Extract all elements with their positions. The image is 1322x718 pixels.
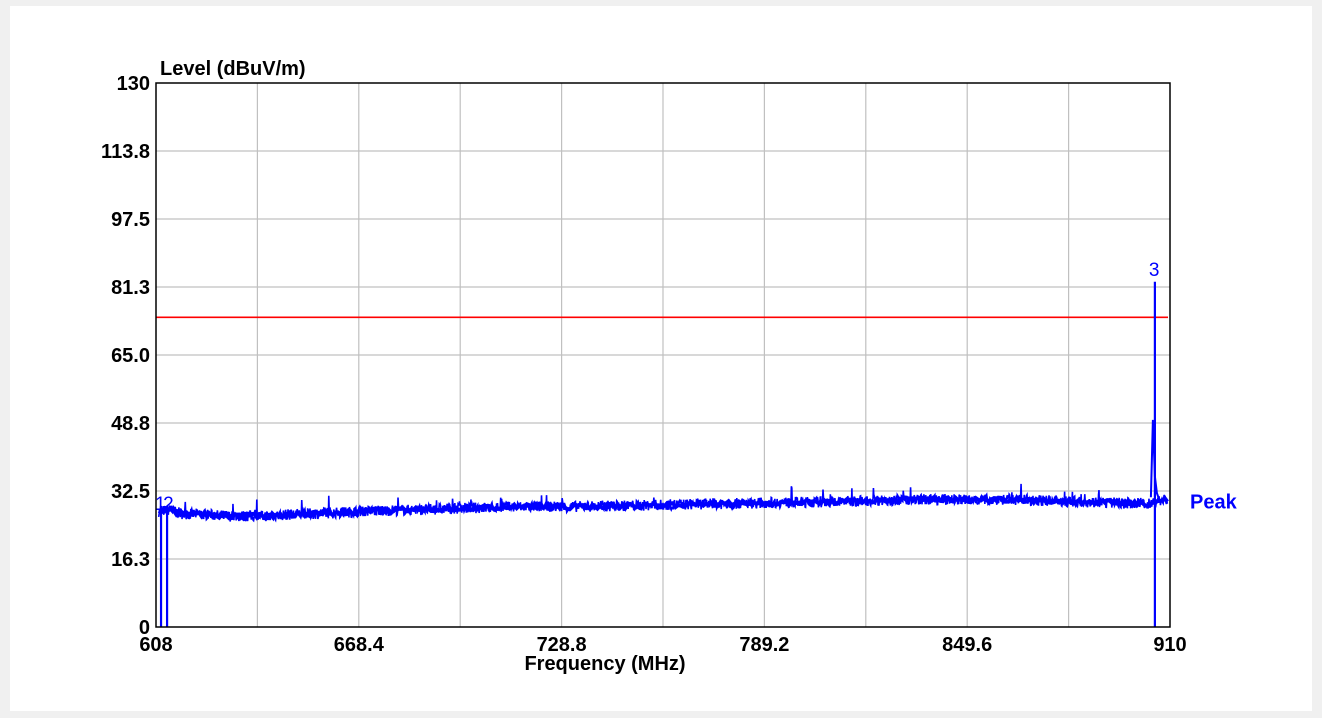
- y-tick-label: 97.5: [111, 209, 150, 231]
- plot-frame: [155, 82, 1171, 628]
- peak-trace-band: [157, 494, 1169, 521]
- series-label-peak: Peak: [1190, 491, 1238, 513]
- x-tick-label: 728.8: [537, 634, 587, 656]
- x-tick-label: 608: [139, 634, 172, 656]
- y-tick-label: 113.8: [101, 141, 150, 163]
- x-tick-labels: 608 668.4 728.8 789.2 849.6 910: [139, 634, 1186, 656]
- y-tick-label: 65.0: [111, 345, 150, 367]
- marker-label-1: 1: [155, 494, 166, 515]
- grid: [156, 83, 1170, 627]
- x-tick-label: 668.4: [334, 634, 385, 656]
- x-tick-label: 849.6: [942, 634, 992, 656]
- x-axis-title: Frequency (MHz): [524, 653, 685, 675]
- marker-label-2: 2: [163, 494, 174, 515]
- marker-group: 12 3: [155, 260, 1159, 627]
- y-tick-label: 130: [117, 73, 150, 95]
- x-tick-label: 789.2: [739, 634, 789, 656]
- y-tick-labels: 0 16.3 32.5 48.8 65.0 81.3 97.5 113.8 130: [101, 73, 150, 639]
- y-tick-label: 48.8: [111, 413, 150, 435]
- marker-label-3: 3: [1149, 260, 1160, 281]
- y-tick-label: 16.3: [111, 549, 150, 571]
- x-tick-label: 910: [1153, 634, 1186, 656]
- emission-chart: 12 3 0 16.3 32.5 48.8 65.0 81.3 97.5 113.8 130 60…: [101, 58, 1238, 675]
- y-axis-title: Level (dBuV/m): [160, 58, 306, 80]
- y-tick-label: 81.3: [111, 277, 150, 299]
- y-tick-label: 32.5: [111, 481, 150, 503]
- y-tick-label: 0: [139, 617, 150, 639]
